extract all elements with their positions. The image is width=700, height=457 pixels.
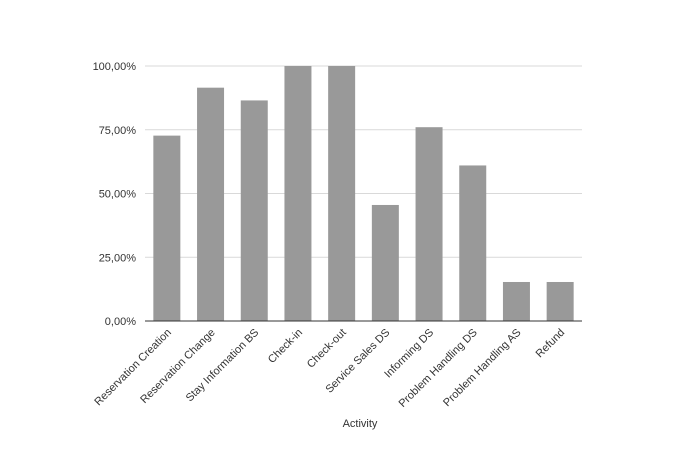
bar — [546, 281, 574, 321]
y-tick-label: 50,00% — [99, 189, 137, 201]
bar — [153, 135, 181, 321]
x-tick-label: Problem Handling DS — [397, 327, 480, 410]
y-tick-label: 100,00% — [93, 61, 137, 73]
y-tick-label: 0,00% — [105, 316, 136, 328]
bar — [328, 66, 356, 321]
bar — [459, 165, 487, 321]
x-tick-label: Check-out — [305, 327, 349, 371]
x-tick-label: Problem Handling AS — [441, 327, 523, 409]
bar — [240, 100, 268, 321]
y-tick-labels: 0,00% 25,00% 50,00% 75,00% 100,00% — [93, 61, 137, 328]
x-tick-label: Refund — [534, 327, 568, 361]
y-tick-label: 25,00% — [99, 252, 137, 264]
bars — [153, 66, 574, 321]
bar — [371, 204, 399, 321]
x-tick-label: Reservation Change — [138, 327, 217, 406]
bar — [197, 87, 225, 321]
bar — [502, 281, 530, 321]
bar — [415, 127, 443, 321]
x-axis-title: Activity — [343, 418, 378, 430]
x-tick-label: Reservation Creation — [92, 327, 174, 409]
x-tick-label: Check-in — [266, 327, 305, 366]
x-tick-label: Stay Information BS — [184, 327, 262, 405]
y-tick-label: 75,00% — [99, 125, 137, 137]
bar — [284, 66, 312, 321]
